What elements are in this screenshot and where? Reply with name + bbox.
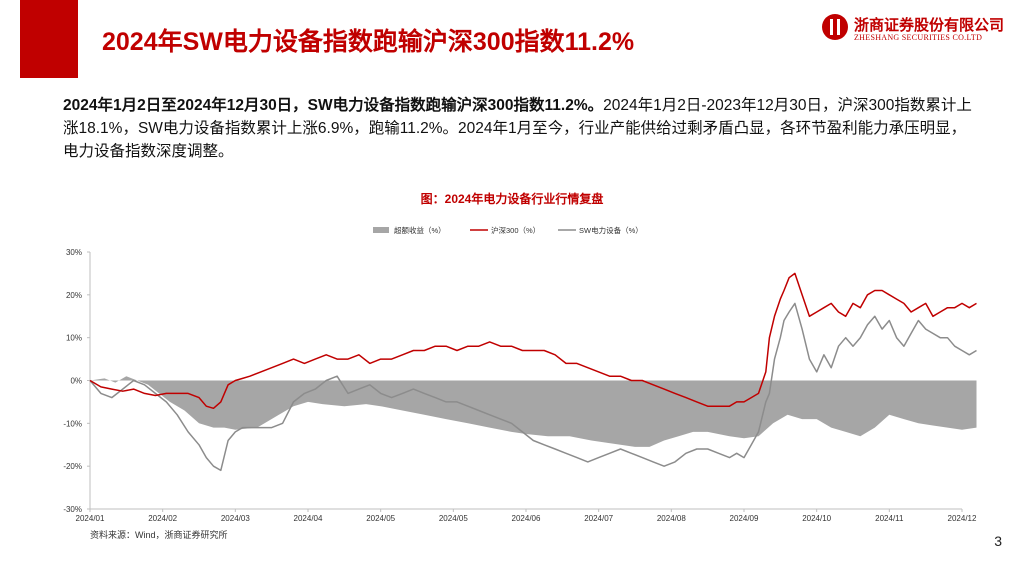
legend-item-excess-return-swatch	[373, 227, 389, 233]
page-title: 2024年SW电力设备指数跑输沪深300指数11.2%	[102, 28, 635, 56]
series-hs300-line	[89, 272, 977, 410]
y-tick-label: 30%	[66, 248, 82, 257]
x-tick-label: 2024/10	[802, 514, 831, 523]
x-tick-label: 2024/01	[76, 514, 105, 523]
y-tick-label: -10%	[63, 419, 82, 428]
y-tick-label: -20%	[63, 462, 82, 471]
logo-icon	[822, 14, 848, 40]
x-tick-label: 2024/03	[221, 514, 250, 523]
x-tick-label: 2024/05	[366, 514, 395, 523]
x-tick-label: 2024/09	[730, 514, 759, 523]
summary-body: 2024年1月2日-2023年12月30日，沪深300指数累计上涨18.1%，S…	[63, 97, 972, 160]
chart-title: 图：2024年电力设备行业行情复盘	[420, 192, 604, 206]
x-tick-label: 2024/05	[439, 514, 468, 523]
summary-paragraph: 2024年1月2日至2024年12月30日，SW电力设备指数跑输沪深300指数1…	[63, 94, 975, 163]
series-sw-power-equipment-line	[89, 302, 977, 472]
y-tick-label: 10%	[66, 334, 82, 343]
market-review-chart: -30% -20% -10% 0% 10% 20% 30% 2024/01 2024/02 202…	[63, 225, 977, 523]
y-tick-label: -30%	[63, 505, 82, 514]
x-tick-label: 2024/08	[657, 514, 686, 523]
x-tick-label: 2024/11	[875, 514, 904, 523]
page-number: 3	[994, 533, 1002, 549]
legend-item-hs300-label: 沪深300（%）	[491, 225, 540, 235]
x-tick-label: 2024/02	[148, 514, 177, 523]
x-tick-label: 2024/06	[512, 514, 541, 523]
logo-name-cn: 浙商证券股份有限公司	[854, 17, 1005, 34]
summary-lead: 2024年1月2日至2024年12月30日，SW电力设备指数跑输沪深300指数1…	[63, 97, 604, 114]
logo-name-en: ZHESHANG SECURITIES CO.LTD	[854, 33, 983, 42]
legend-item-sw-power-equipment-label: SW电力设备（%）	[579, 225, 643, 235]
series-excess-return-area	[90, 376, 977, 447]
x-tick-label: 2024/04	[294, 514, 323, 523]
corner-decoration	[20, 0, 78, 78]
source-note: 资料来源：Wind，浙商证券研究所	[90, 530, 228, 540]
y-tick-label: 0%	[70, 377, 82, 386]
y-tick-label: 20%	[66, 291, 82, 300]
x-tick-label: 2024/12	[948, 514, 977, 523]
x-tick-label: 2024/07	[584, 514, 613, 523]
company-logo: 浙商证券股份有限公司 ZHESHANG SECURITIES CO.LTD	[822, 14, 1012, 50]
legend-item-excess-return-label: 超额收益（%）	[394, 225, 446, 235]
